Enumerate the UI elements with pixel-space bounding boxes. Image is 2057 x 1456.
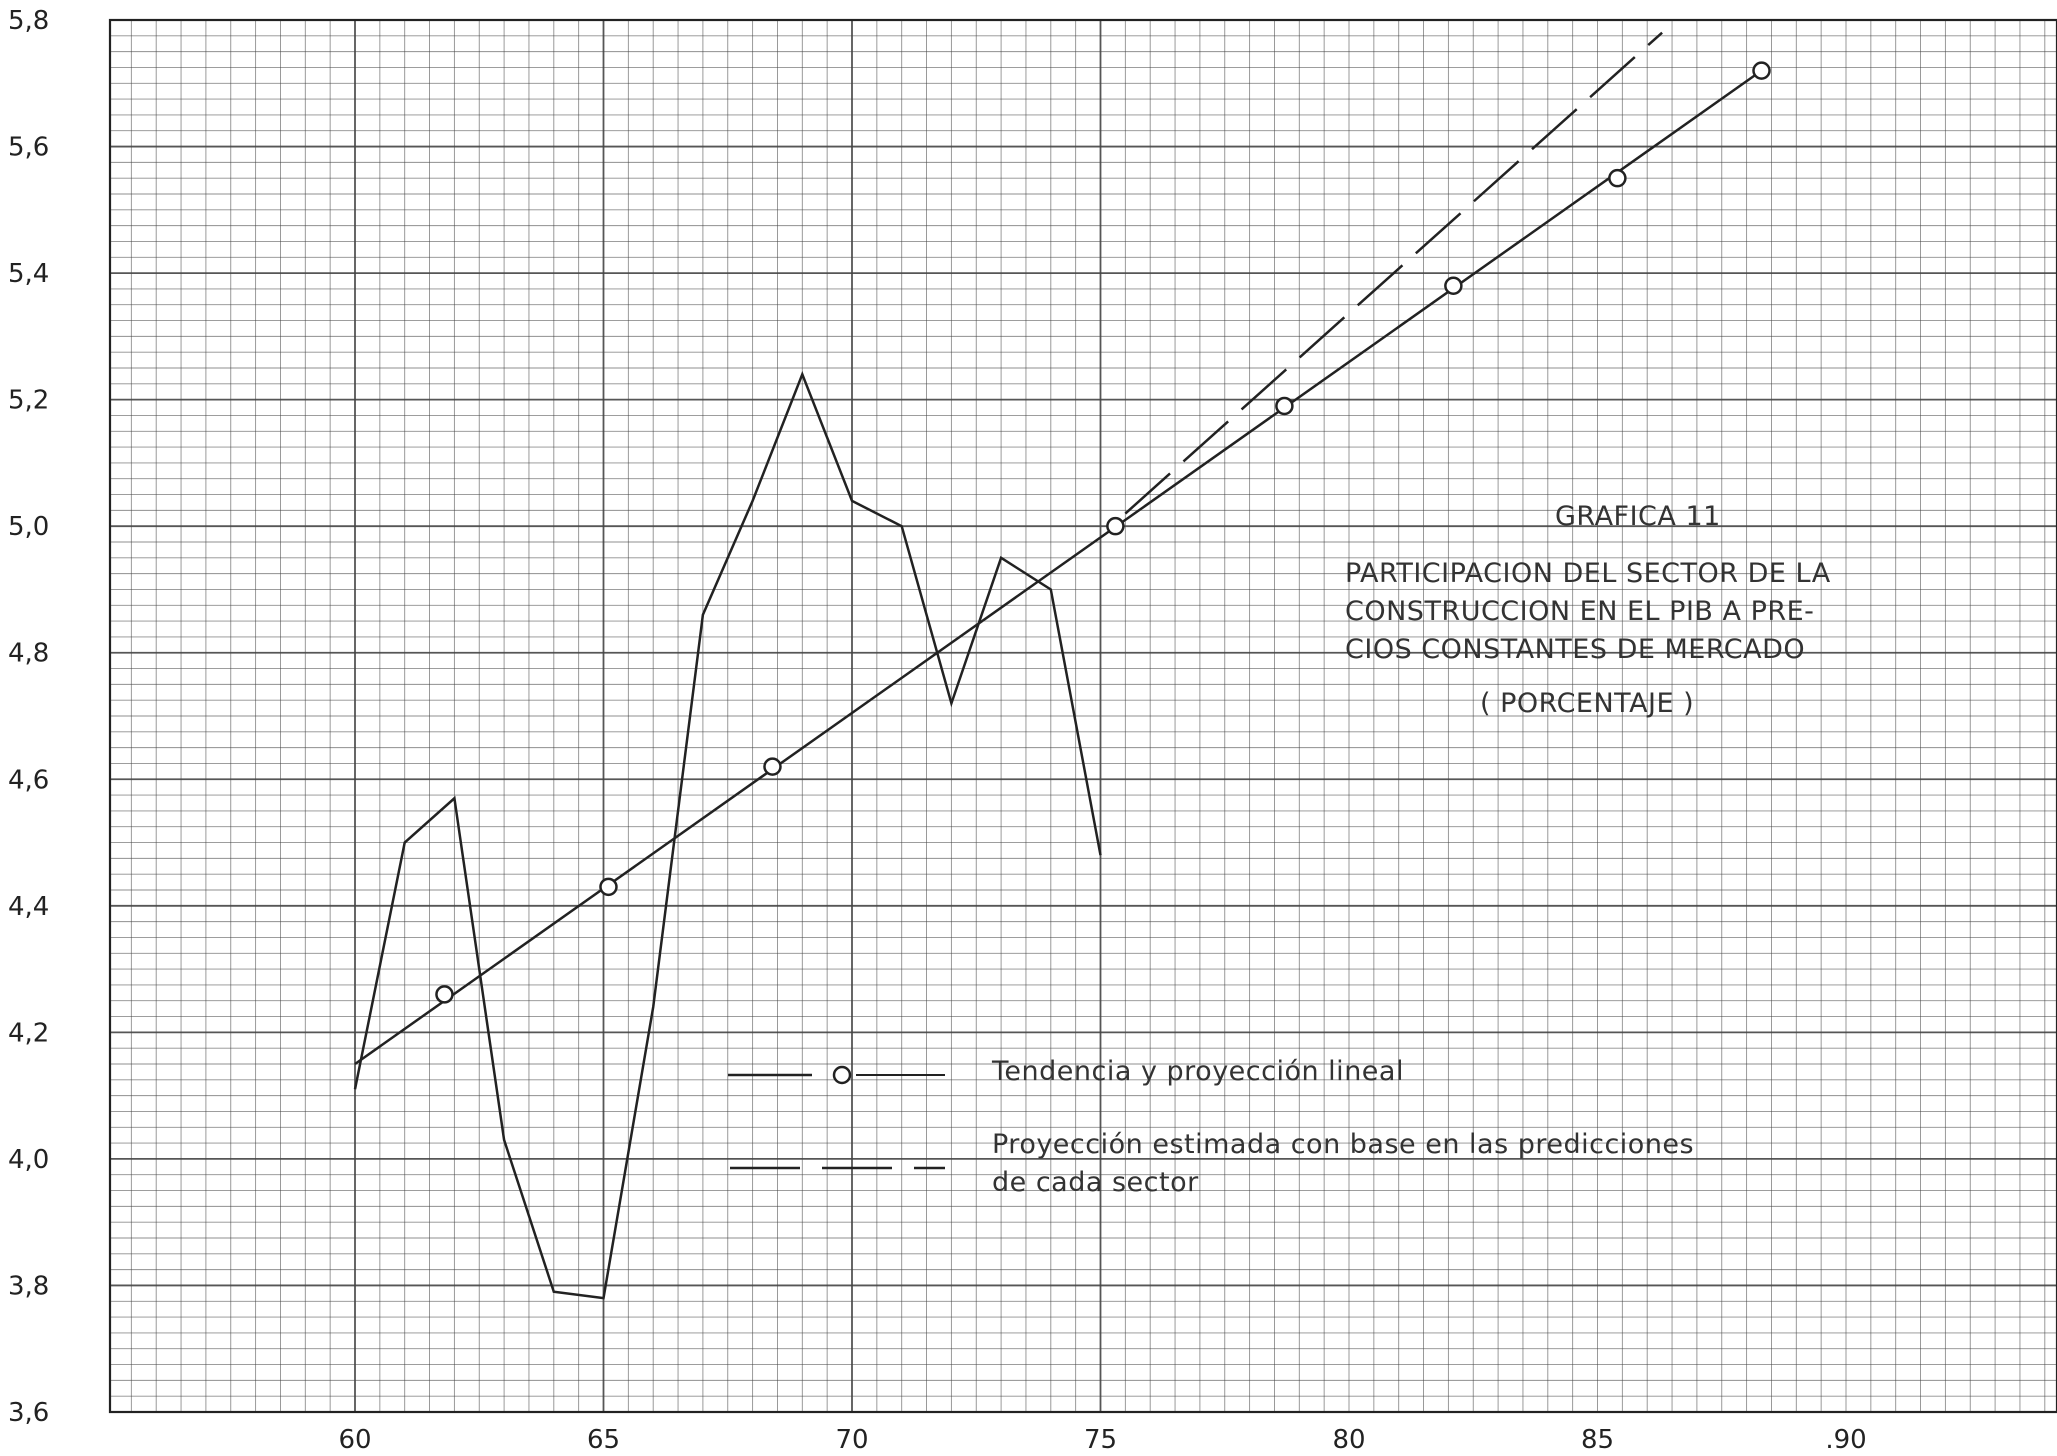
series-layer <box>353 31 1771 1300</box>
chart-annotation: GRAFICA 11 PARTICIPACION DEL SECTOR DE L… <box>1345 501 1831 719</box>
x-tick-label: 65 <box>587 1425 620 1455</box>
y-tick-label: 4,4 <box>8 892 49 922</box>
grid <box>108 18 2057 1414</box>
x-tick-label: 85 <box>1581 1425 1614 1455</box>
x-tick-label: 80 <box>1332 1425 1365 1455</box>
chart-subtitle-line-1: PARTICIPACION DEL SECTOR DE LA <box>1345 558 1831 589</box>
y-tick-label: 5,8 <box>8 6 49 36</box>
y-tick-label: 5,0 <box>8 512 49 542</box>
chart-unit-label: ( PORCENTAJE ) <box>1480 688 1694 719</box>
legend-circle-sample <box>832 1065 852 1085</box>
y-axis-ticks: 5,8 5,6 5,4 5,2 5,0 4,8 4,6 4,4 4,2 4,0 3,8 3,6 <box>8 6 49 1428</box>
y-tick-label: 5,6 <box>8 133 49 163</box>
y-tick-label: 5,2 <box>8 386 49 416</box>
x-tick-label: 60 <box>338 1425 371 1455</box>
series-line-solid <box>353 370 1102 1300</box>
chart-title: GRAFICA 11 <box>1555 501 1721 532</box>
x-tick-label: 75 <box>1084 1425 1117 1455</box>
y-tick-label: 4,6 <box>8 765 49 795</box>
series-line-dashed <box>1124 31 1663 515</box>
trend-point <box>763 757 782 776</box>
trend-point <box>599 877 618 897</box>
trend-point <box>435 985 454 1004</box>
x-axis-ticks: 60 65 70 75 80 85 .90 <box>338 1425 1866 1455</box>
y-tick-label: 5,4 <box>8 259 49 289</box>
chart-subtitle-line-3: CIOS CONSTANTES DE MERCADO <box>1345 634 1805 665</box>
trend-point <box>1106 516 1125 536</box>
legend-label-projection-line-2: de cada sector <box>992 1167 1199 1198</box>
legend-label-trend: Tendencia y proyección lineal <box>991 1056 1404 1087</box>
chart-subtitle-line-2: CONSTRUCCION EN EL PIB A PRE- <box>1345 596 1814 627</box>
series-line-trend-circles <box>354 69 1763 1066</box>
legend-label-projection-line-1: Proyección estimada con base en las pred… <box>992 1129 1694 1160</box>
trend-point <box>1275 396 1294 416</box>
y-tick-label: 3,6 <box>8 1398 49 1428</box>
y-tick-label: 4,2 <box>8 1018 49 1048</box>
plot-frame <box>108 18 2057 1414</box>
legend: Tendencia y proyección lineal Proyección… <box>728 1056 1694 1198</box>
trend-point <box>1444 276 1463 295</box>
y-tick-label: 4,8 <box>8 639 49 669</box>
y-tick-label: 3,8 <box>8 1271 49 1301</box>
trend-point <box>1608 168 1627 188</box>
x-tick-label: 70 <box>835 1425 868 1455</box>
trend-point <box>1752 61 1771 80</box>
x-tick-label: .90 <box>1825 1425 1866 1455</box>
y-tick-label: 4,0 <box>8 1145 49 1175</box>
